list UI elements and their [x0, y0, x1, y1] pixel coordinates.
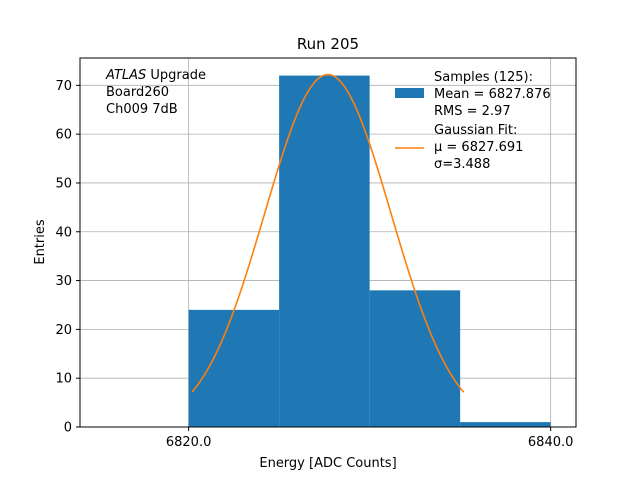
annotation-text-0: Upgrade: [146, 68, 206, 83]
x-axis-label: Energy [ADC Counts]: [259, 456, 396, 471]
y-tick-label-7: 70: [55, 79, 72, 94]
annotation-text-1: Board260: [106, 85, 169, 100]
y-tick-label-2: 20: [55, 323, 72, 338]
annotation-line-0: ATLAS Upgrade: [105, 68, 206, 83]
chart-title: Run 205: [297, 35, 359, 53]
annotation-text-2: Ch009 7dB: [106, 102, 178, 117]
legend-histogram-line-2: RMS = 2.97: [434, 104, 511, 119]
legend-histogram-line-0: Samples (125):: [434, 70, 533, 85]
y-tick-label-3: 30: [55, 274, 72, 289]
legend-fit-line-2: σ=3.488: [434, 157, 490, 172]
y-tick-label-6: 60: [55, 128, 72, 143]
x-axis-ticks: 6820.0 6840.0: [166, 427, 574, 450]
legend: Samples (125): Mean = 6827.876 RMS = 2.9…: [395, 70, 551, 172]
histogram-bars: [188, 75, 551, 428]
x-tick-label-1: 6840.0: [528, 435, 574, 450]
histogram-bar-1: [279, 75, 370, 428]
histogram-bar-0: [188, 309, 280, 427]
y-tick-label-5: 50: [55, 176, 72, 191]
plot-frame: [79, 57, 577, 428]
y-tick-label-4: 40: [55, 225, 72, 240]
y-axis-label: Entries: [33, 219, 48, 265]
x-tick-label-0: 6820.0: [166, 435, 212, 450]
legend-fit-line-1: μ = 6827.691: [434, 140, 523, 155]
annotation-line-2: Ch009 7dB: [106, 102, 178, 117]
annotation-italic-0: ATLAS: [105, 68, 146, 83]
gaussian-fit-curve: [191, 73, 465, 393]
legend-histogram-line-1: Mean = 6827.876: [434, 87, 551, 102]
legend-fit-line-0: Gaussian Fit:: [434, 123, 517, 138]
y-tick-label-0: 0: [64, 421, 72, 436]
legend-histogram-swatch: [395, 88, 424, 98]
y-tick-label-1: 10: [55, 372, 72, 387]
y-axis-ticks: 0 10 20 30 40 50 60 70: [55, 79, 80, 436]
annotation-line-1: Board260: [106, 85, 169, 100]
histogram-bar-2: [369, 290, 461, 427]
histogram-bar-3: [460, 422, 551, 427]
atlas-annotation: ATLAS Upgrade Board260 Ch009 7dB: [105, 68, 206, 117]
